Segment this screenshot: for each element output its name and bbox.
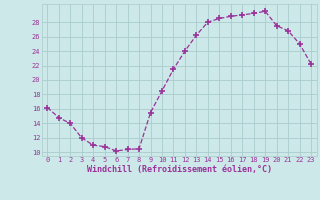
X-axis label: Windchill (Refroidissement éolien,°C): Windchill (Refroidissement éolien,°C): [87, 165, 272, 174]
